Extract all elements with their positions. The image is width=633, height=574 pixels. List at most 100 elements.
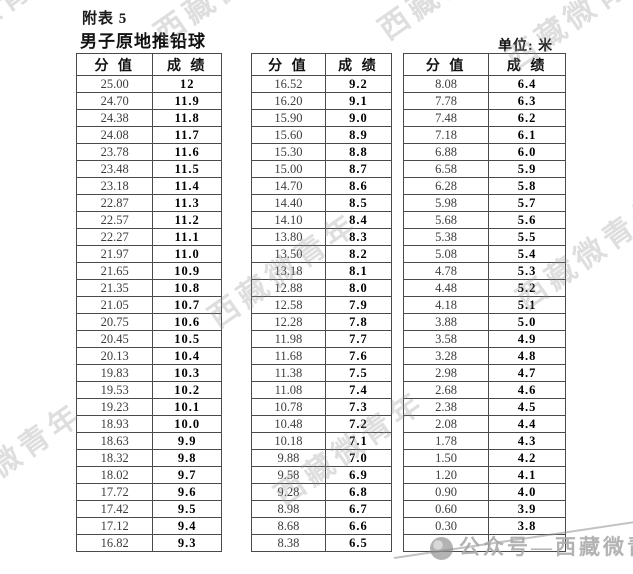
result-value-cell: 4.0 [488, 483, 566, 501]
table-row: 5.38 5.5 [402, 228, 566, 246]
table-row: 6.58 5.9 [402, 160, 566, 178]
table-row: 0.90 4.0 [402, 483, 566, 501]
result-value-cell: 12 [152, 75, 222, 93]
result-value-cell: 9.4 [152, 517, 222, 535]
score-value-cell: 18.02 [75, 466, 154, 484]
score-value-cell: 12.28 [251, 313, 326, 331]
unit-label: 单位: 米 [498, 39, 554, 54]
score-value-cell: 17.12 [75, 517, 154, 535]
table-row: 9.88 7.0 [251, 449, 393, 467]
score-value-cell: 18.93 [75, 415, 154, 433]
score-value-cell: 3.88 [402, 313, 490, 331]
result-value-cell: 11.5 [152, 160, 222, 178]
score-value-cell: 9.88 [251, 449, 326, 467]
result-value-cell: 4.2 [488, 449, 566, 467]
score-value-cell: 13.80 [251, 228, 326, 246]
score-value-cell: 16.52 [251, 75, 326, 93]
table-row: 8.98 6.7 [251, 500, 393, 518]
table-row: 5.98 5.7 [402, 194, 566, 212]
table-row: 16.52 9.2 [251, 75, 393, 93]
result-column-header: 成 绩 [324, 53, 393, 76]
table-row: 7.18 6.1 [402, 126, 566, 144]
table-row: 2.08 4.4 [402, 415, 566, 433]
score-value-cell: 16.82 [75, 534, 154, 552]
table-row: 9.28 6.8 [251, 483, 393, 501]
table-row: 23.18 11.4 [75, 177, 222, 195]
score-table-2: 分 值 成 绩 16.52 9.2 16.20 9.1 15.90 9.0 15.60 8.9… [251, 53, 393, 552]
score-value-cell: 22.27 [75, 228, 154, 246]
table-row: 16.82 9.3 [75, 534, 222, 552]
score-value-cell: 17.42 [75, 500, 154, 518]
score-value-cell: 5.98 [402, 194, 490, 212]
result-value-cell: 7.3 [324, 398, 393, 416]
table-row: 14.70 8.6 [251, 177, 393, 195]
score-value-cell: 0.60 [402, 500, 490, 518]
result-value-cell: 11.1 [152, 228, 222, 246]
score-value-cell: 15.00 [251, 160, 326, 178]
score-value-cell: 12.88 [251, 279, 326, 297]
score-value-cell: 23.18 [75, 177, 154, 195]
score-value-cell: 3.58 [402, 330, 490, 348]
table-row: 17.42 9.5 [75, 500, 222, 518]
table-row: 8.68 6.6 [251, 517, 393, 535]
result-value-cell: 10.8 [152, 279, 222, 297]
result-value-cell: 5.3 [488, 262, 566, 280]
score-value-cell: 16.20 [251, 92, 326, 110]
table-row: 18.63 9.9 [75, 432, 222, 450]
table-row: 11.68 7.6 [251, 347, 393, 365]
table-body: 8.08 6.4 7.78 6.3 7.48 6.2 7.18 6.1 6.88 6.0 6.58 5… [402, 75, 566, 552]
result-value-cell: 8.6 [324, 177, 393, 195]
result-value-cell: 7.0 [324, 449, 393, 467]
table-row: 13.80 8.3 [251, 228, 393, 246]
result-value-cell: 5.6 [488, 211, 566, 229]
score-value-cell: 19.23 [75, 398, 154, 416]
score-value-cell: 14.10 [251, 211, 326, 229]
score-value-cell: 14.70 [251, 177, 326, 195]
table-row: 12.58 7.9 [251, 296, 393, 314]
score-value-cell: 2.98 [402, 364, 490, 382]
score-value-cell: 20.75 [75, 313, 154, 331]
score-value-cell: 12.58 [251, 296, 326, 314]
result-value-cell: 8.0 [324, 279, 393, 297]
score-table-3: 分 值 成 绩 8.08 6.4 7.78 6.3 7.48 6.2 7.18 6.1 6.88… [402, 53, 566, 552]
result-value-cell: 5.9 [488, 160, 566, 178]
result-value-cell: 8.8 [324, 143, 393, 161]
result-value-cell: 6.7 [324, 500, 393, 518]
table-row: 3.88 5.0 [402, 313, 566, 331]
result-value-cell: 7.6 [324, 347, 393, 365]
table-row: 17.12 9.4 [75, 517, 222, 535]
result-value-cell: 11.9 [152, 92, 222, 110]
result-value-cell: 9.5 [152, 500, 222, 518]
result-value-cell: 11.0 [152, 245, 222, 263]
table-row: 20.13 10.4 [75, 347, 222, 365]
score-value-cell: 10.48 [251, 415, 326, 433]
score-value-cell: 11.68 [251, 347, 326, 365]
result-value-cell: 8.2 [324, 245, 393, 263]
result-value-cell: 8.5 [324, 194, 393, 212]
result-value-cell: 6.1 [488, 126, 566, 144]
score-value-cell: 23.78 [75, 143, 154, 161]
table-row: 15.60 8.9 [251, 126, 393, 144]
table-row: 15.90 9.0 [251, 109, 393, 127]
result-value-cell: 9.9 [152, 432, 222, 450]
score-value-cell: 4.78 [402, 262, 490, 280]
score-value-cell: 24.38 [75, 109, 154, 127]
table-row: 12.28 7.8 [251, 313, 393, 331]
table-row: 20.45 10.5 [75, 330, 222, 348]
result-value-cell: 6.5 [324, 534, 393, 552]
score-value-cell: 11.98 [251, 330, 326, 348]
table-row: 14.10 8.4 [251, 211, 393, 229]
table-row: 15.30 8.8 [251, 143, 393, 161]
table-row: 13.18 8.1 [251, 262, 393, 280]
score-value-cell: 9.58 [251, 466, 326, 484]
score-value-cell: 21.35 [75, 279, 154, 297]
table-row: 12.88 8.0 [251, 279, 393, 297]
result-value-cell: 8.9 [324, 126, 393, 144]
table-row: 16.20 9.1 [251, 92, 393, 110]
result-value-cell: 4.1 [488, 466, 566, 484]
score-value-cell: 13.50 [251, 245, 326, 263]
table-header-row: 分 值 成 绩 [251, 53, 393, 76]
score-value-cell: 8.08 [402, 75, 490, 93]
score-value-cell: 15.90 [251, 109, 326, 127]
result-value-cell: 6.9 [324, 466, 393, 484]
